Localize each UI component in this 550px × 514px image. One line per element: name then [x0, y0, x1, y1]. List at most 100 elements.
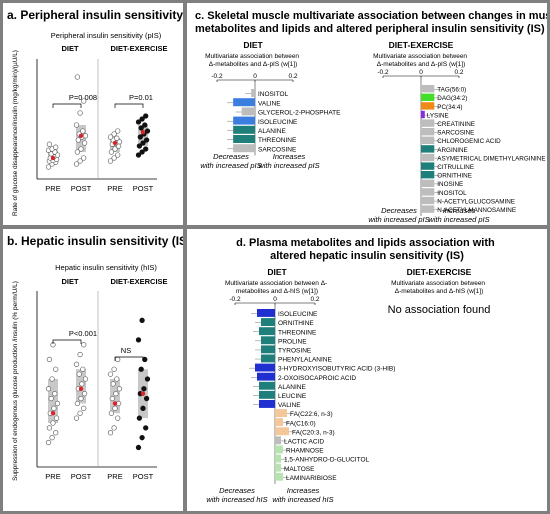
bar-label: FA(C20:3, n-3) — [292, 429, 335, 436]
data-point — [81, 405, 87, 411]
panel-c-exercise-desc: Multivariate association between Δ-metab… — [373, 53, 469, 68]
panel-c-exercise-note-right-line-1: Increases — [443, 206, 476, 215]
data-point — [135, 337, 142, 343]
data-point — [76, 371, 82, 377]
bar-label: INOSITOL — [258, 91, 289, 98]
panel-d-exercise-desc-line-2: Δ-metabolites and Δ-hIS (w[1]) — [395, 288, 484, 295]
data-point — [111, 155, 117, 161]
panel-d-diet-note-left-line-2: with increased hIS — [206, 495, 267, 504]
mean-marker — [50, 411, 56, 416]
data-point — [115, 356, 121, 363]
panel-d-diet-bars: -0.2 0 0.2 ISOLEUCINE ORNITHINE THREONINE PROL… — [229, 296, 395, 484]
data-point — [140, 140, 146, 146]
bar-label: LEUCINE — [278, 393, 307, 400]
data-point — [82, 376, 89, 382]
panel-c-exercise-note-right-line-2: with increased pIS — [428, 215, 489, 224]
panel-d-diet-note-left: Decreases with increased hIS — [206, 486, 267, 504]
data-point — [49, 376, 55, 382]
data-point — [80, 366, 86, 372]
data-point — [107, 371, 114, 377]
data-point — [73, 415, 80, 421]
mean-marker — [78, 386, 84, 391]
bar-label: CHLOROGENIC ACID — [437, 138, 501, 145]
bar — [275, 436, 281, 445]
panel-a: a. Peripheral insulin sensitivity (IS) P… — [3, 3, 183, 225]
panel-d-diet-heading: DIET — [267, 267, 287, 277]
panel-c-exercise-note-left-line-2: with increased pIS — [368, 215, 429, 224]
bar-label: MALTOSE — [284, 466, 315, 473]
data-point — [137, 134, 143, 140]
bar — [251, 89, 255, 97]
data-point — [81, 391, 88, 397]
data-point — [144, 376, 151, 382]
data-point — [45, 439, 52, 446]
bar — [275, 445, 283, 454]
bar — [421, 179, 435, 187]
bar — [233, 135, 255, 143]
data-point — [108, 149, 115, 155]
panel-c-diet-desc-line-2: Δ-metabolites and Δ-pIS (w[1]) — [209, 61, 298, 68]
data-point — [114, 376, 120, 382]
data-point — [141, 386, 147, 392]
data-point — [81, 98, 87, 104]
bar-label: 3-HYDROXYISOBUTYRIC ACID (3-HIB) — [278, 366, 395, 373]
panel-c-diet-note-right-line-1: Increases — [273, 152, 306, 161]
bar — [275, 454, 281, 463]
panel-b-ylabel: Suppression of endogenous glucose produc… — [12, 281, 19, 481]
panel-b-title: b. Hepatic insulin sensitivity (IS) — [7, 234, 183, 248]
data-point — [48, 395, 54, 402]
data-point — [73, 361, 80, 367]
data-point — [53, 144, 59, 150]
bar-label: GLYCEROL-2-PHOSPHATE — [258, 110, 341, 117]
bar-label: ARGININE — [437, 147, 467, 154]
panel-c-exercise-note-left: Decreases with increased pIS — [368, 206, 429, 224]
x-tick-label: PRE — [107, 472, 122, 481]
bar-label: ALANINE — [278, 384, 306, 391]
data-point — [116, 139, 123, 145]
mean-marker — [140, 391, 146, 396]
bar — [421, 145, 435, 153]
x-tick-label: -0.2 — [229, 296, 241, 303]
data-point — [111, 366, 117, 372]
x-tick-label: PRE — [107, 184, 122, 193]
panel-a-group-diet: DIET — [61, 44, 79, 53]
panel-d-diet-desc-line-2: metabolites and Δ-hIS (w[1]) — [236, 288, 318, 295]
data-point — [136, 143, 143, 149]
panel-d-diet-desc-line-1: Multivariate association between Δ- — [225, 280, 327, 287]
bar-label: THREONINE — [278, 329, 317, 336]
bar — [255, 363, 275, 372]
bar-label: TAG(56:0) — [437, 87, 466, 94]
data-point — [107, 430, 114, 436]
data-point — [114, 135, 120, 141]
data-point — [115, 415, 121, 421]
data-point — [135, 152, 142, 158]
bar — [259, 327, 275, 336]
data-point — [77, 110, 83, 116]
bar — [421, 153, 435, 162]
panel-a-pvalue-exercise: P=0.01 — [129, 93, 153, 102]
panel-c-exercise-heading: DIET-EXERCISE — [389, 40, 454, 50]
bar-label: ASYMETRICAL DIMETHYLARGININE — [437, 155, 545, 162]
panel-d-diet-note-right: Increases with increased hIS — [272, 486, 333, 504]
bar-label: ORNITHINE — [278, 320, 314, 327]
bar-label: INOSITOL — [437, 190, 467, 197]
data-point — [81, 155, 87, 161]
x-tick-label: 0 — [273, 296, 277, 303]
bar — [233, 98, 255, 107]
data-point — [143, 137, 150, 143]
bar — [275, 472, 283, 481]
panel-a-title: a. Peripheral insulin sensitivity (IS) — [7, 8, 183, 22]
panel-c-diet-note-left-line-2: with increased pIS — [200, 161, 261, 170]
data-point — [111, 425, 117, 431]
data-point — [50, 420, 56, 426]
bar — [275, 409, 287, 417]
panel-c-diet-note-right: Increases with increased pIS — [258, 152, 319, 170]
panel-c-diet-desc-line-1: Multivariate association between — [205, 53, 299, 60]
bar — [421, 205, 435, 213]
panel-a-ylabel: Rate of glucose disappearance/insulin (m… — [12, 50, 19, 216]
bar — [421, 196, 435, 205]
bar-label: LYSINE — [427, 112, 449, 119]
bar-label: SARCOSINE — [258, 146, 297, 153]
panel-c-exercise-desc-line-2: Δ-metabolites and Δ-pIS (w[1]) — [377, 61, 466, 68]
x-tick-label: 0 — [253, 73, 257, 80]
